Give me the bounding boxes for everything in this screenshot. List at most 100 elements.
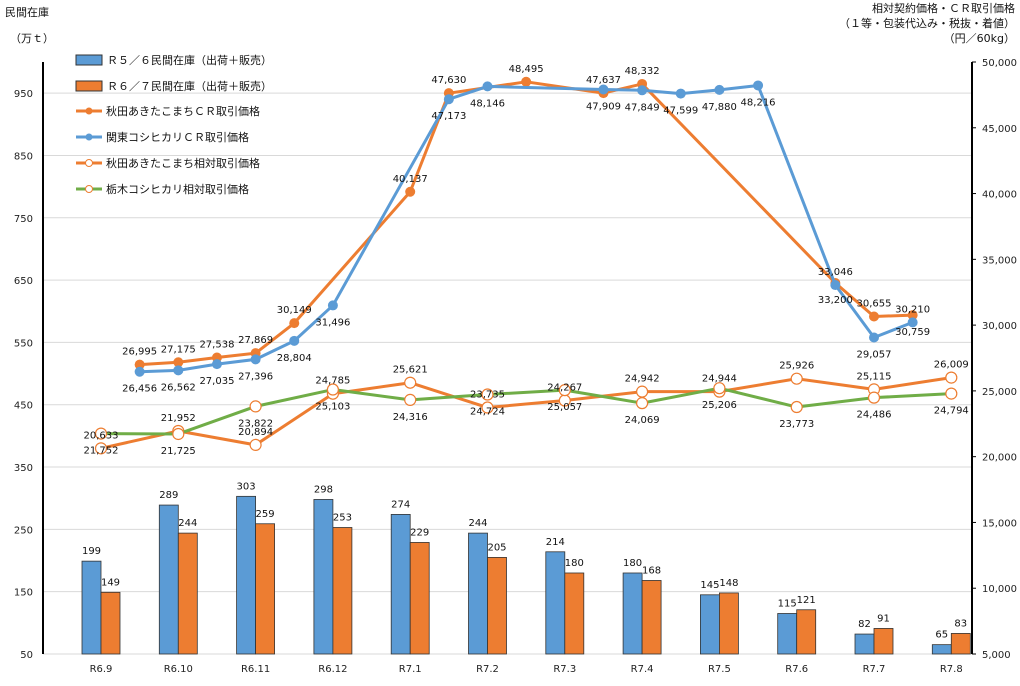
line-point (481, 401, 494, 414)
x-tick-label: R6.12 (318, 664, 347, 675)
bar-value-label: 149 (101, 577, 120, 588)
line-point (172, 427, 185, 441)
line-point (249, 400, 262, 413)
x-tick-label: R6.11 (241, 664, 270, 675)
line-value-label: 31,496 (315, 317, 350, 328)
line-series-2 (100, 376, 952, 450)
legend-label: 秋田あきたこまちＣＲ取引価格 (106, 104, 260, 118)
left-tick-label: 150 (14, 588, 33, 599)
line-point (790, 372, 803, 385)
bar-r5-6 (545, 551, 566, 655)
left-tick-label: 550 (14, 338, 33, 349)
line-point (173, 365, 184, 376)
line-point (869, 311, 879, 322)
line-point (635, 397, 649, 410)
line-point (867, 391, 881, 404)
line-value-label: 23,773 (779, 419, 814, 430)
bar-value-label: 180 (565, 558, 584, 569)
x-tick-label: R7.3 (553, 664, 576, 675)
bar-value-label: 91 (877, 613, 890, 624)
left-tick-label: 950 (14, 89, 33, 100)
bar-value-label: 121 (797, 595, 816, 606)
line-point (521, 76, 532, 87)
bar-r6-7 (641, 580, 662, 655)
line-point (675, 88, 686, 99)
line-point (558, 384, 571, 397)
bar-value-label: 115 (778, 598, 797, 609)
line-value-label: 24,794 (934, 406, 969, 417)
line-point (404, 393, 417, 406)
line-value-label: 30,655 (857, 298, 892, 309)
line-value-label: 48,495 (509, 64, 544, 75)
right-tick-label: 45,000 (982, 124, 1017, 135)
line-value-label: 29,057 (857, 350, 892, 361)
line-point (790, 400, 803, 414)
x-tick-label: R7.7 (863, 664, 886, 675)
line-value-label: 24,944 (702, 374, 737, 385)
line-point (405, 186, 416, 197)
legend-marker (85, 133, 93, 141)
bar-value-label: 229 (410, 527, 429, 538)
legend-marker (85, 107, 93, 115)
line-value-label: 47,173 (431, 111, 466, 122)
bar-value-label: 214 (546, 537, 565, 548)
x-tick-label: R7.5 (708, 664, 731, 675)
bar-value-label: 289 (159, 490, 178, 501)
bar-value-label: 244 (468, 518, 487, 529)
line-value-label: 48,146 (470, 98, 505, 109)
line-point (907, 317, 918, 328)
line-value-label: 25,926 (779, 361, 814, 372)
line-point (94, 427, 108, 440)
line-value-label: 26,995 (122, 347, 157, 358)
x-tick-label: R6.10 (164, 664, 193, 675)
line-value-label: 26,562 (161, 382, 196, 393)
line-point (249, 438, 262, 452)
line-value-label: 30,149 (277, 305, 312, 316)
line-point (173, 357, 184, 368)
line-value-label: 30,210 (895, 304, 930, 315)
line-point (289, 318, 300, 329)
right-tick-label: 10,000 (982, 584, 1017, 595)
legend-label: 関東コシヒカリＣＲ取引価格 (106, 130, 249, 144)
bar-r6-7 (950, 633, 971, 655)
bar-value-label: 274 (391, 499, 410, 510)
bar-r6-7 (255, 523, 276, 655)
line-point (830, 280, 841, 291)
x-tick-label: R7.6 (785, 664, 808, 675)
right-tick-label: 5,000 (982, 650, 1011, 661)
bar-r6-7 (100, 591, 121, 655)
line-value-label: 26,009 (934, 360, 969, 371)
legend-label: Ｒ５／６民間在庫（出荷＋販売） (107, 53, 272, 67)
line-value-label: 47,909 (586, 102, 621, 113)
line-value-label: 47,599 (663, 106, 698, 117)
line-value-label: 24,486 (857, 410, 892, 421)
line-value-label: 27,175 (161, 344, 196, 355)
line-point (134, 366, 145, 377)
bar-value-label: 65 (935, 630, 948, 641)
line-value-label: 25,115 (857, 371, 892, 382)
line-value-label: 25,621 (393, 365, 428, 376)
line-value-label: 23,822 (238, 418, 273, 429)
right-tick-label: 35,000 (982, 255, 1017, 266)
line-point (326, 383, 339, 396)
line-point (404, 376, 417, 389)
bar-value-label: 199 (82, 546, 101, 557)
line-value-label: 24,724 (470, 407, 505, 418)
line-value-label: 24,267 (547, 383, 582, 394)
bar-value-label: 205 (487, 542, 506, 553)
line-value-label: 47,630 (431, 75, 466, 86)
line-value-label: 24,785 (315, 376, 350, 387)
x-tick-label: R7.2 (476, 664, 499, 675)
line-value-label: 23,735 (470, 390, 505, 401)
line-value-label: 28,804 (277, 353, 312, 364)
bar-value-label: 180 (623, 558, 642, 569)
line-value-label: 24,942 (625, 374, 660, 385)
line-point (637, 85, 648, 96)
bar-r5-6 (158, 504, 179, 655)
line-point (443, 94, 454, 105)
line-point (327, 300, 338, 311)
bar-r5-6 (854, 633, 875, 655)
line-value-label: 40,137 (393, 174, 428, 185)
bar-r5-6 (931, 644, 952, 655)
